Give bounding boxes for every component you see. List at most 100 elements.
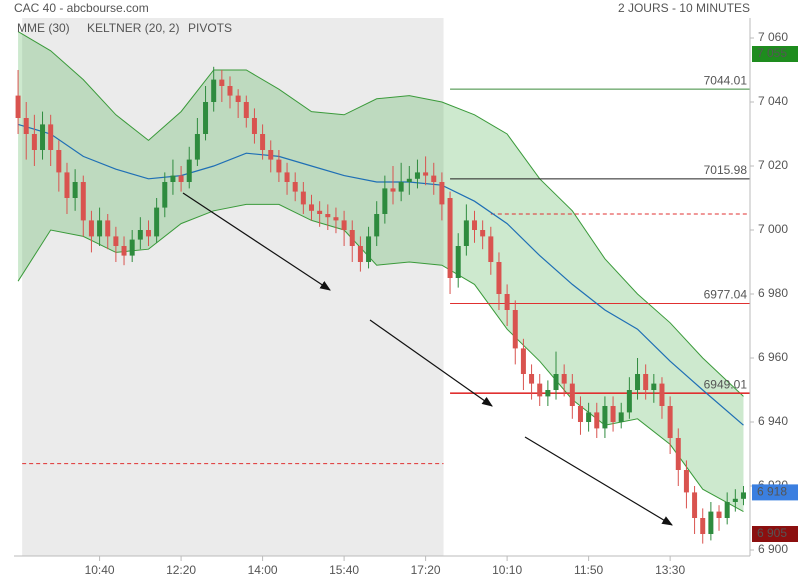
candle-body [414,172,420,179]
chart-title: CAC 40 - abcbourse.com [14,1,149,15]
price-badge-label: 7 055 [757,46,787,60]
candle-body [667,406,673,438]
arrow [182,192,331,291]
candle-body [88,220,94,237]
candle-body [561,374,567,384]
candle-body [659,383,665,406]
candle-body [194,134,200,160]
candle-body [292,182,298,192]
candle-body [545,390,551,397]
session-shade [22,18,444,556]
candle-body [692,492,698,518]
candle-body [308,204,314,211]
candle-body [219,79,225,86]
candle-body [594,412,600,429]
candle-body [154,207,160,237]
candle-body [439,182,445,205]
candle-body [529,374,535,384]
candle-body [284,172,290,182]
y-tick-label: 7 060 [758,30,788,44]
candle-body [675,438,681,470]
legend-entry: KELTNER (20, 2) [87,21,179,35]
candle-body [732,498,738,502]
y-tick-label: 7 020 [758,158,788,172]
candle-body [610,406,616,422]
candle-body [390,188,396,192]
price-badge [752,46,798,62]
price-badge-label: 6 905 [757,526,787,540]
candle-body [357,246,363,262]
pivot-label: 7044.01 [704,73,748,87]
candle-body [708,511,714,534]
candle-body [455,246,461,278]
x-tick-label: 10:10 [492,563,522,577]
candle-body [15,95,21,118]
y-tick-label: 6 900 [758,542,788,556]
candle-body [341,220,347,230]
candle-body [537,383,543,397]
candle-body [268,150,274,160]
pivot-label: 6949.01 [704,377,748,391]
candle-body [300,191,306,205]
candle-body [635,374,641,390]
candle-body [40,124,46,150]
candle-body [602,406,608,429]
candle-body [129,239,135,256]
y-tick-label: 7 040 [758,94,788,108]
candle-body [137,230,143,240]
arrow [369,319,493,407]
candle-body [170,175,176,182]
candle-body [651,383,657,390]
candle-body [374,214,380,237]
candle-body [203,102,209,134]
candle-body [504,294,510,310]
candle-body [243,102,249,118]
candle-body [251,118,257,134]
candle-body [162,182,168,208]
candle-body [333,217,339,221]
candle-body [235,95,241,102]
candle-body [586,412,592,422]
candle-body [683,470,689,493]
candle-body [496,262,502,294]
candle-body [325,214,331,218]
candle-body [56,150,62,173]
trend-arrows [182,192,673,526]
candle-body [23,118,29,134]
candle-body [423,172,429,176]
candle-body [569,383,575,406]
x-tick-label: 13:30 [655,563,685,577]
candle-body [97,220,103,237]
arrow [524,436,673,526]
candle-body [512,310,518,349]
candle-body [724,502,730,518]
candle-body [105,220,111,237]
chart-subtitle: 2 JOURS - 10 MINUTES [618,1,750,15]
candle-body [211,79,217,102]
candle-body [80,182,86,221]
candle-body [447,198,453,278]
candle-body [463,220,469,246]
candle-body [64,172,70,198]
pivot-label: 6977.04 [704,288,748,302]
candle-body [643,374,649,390]
candle-body [472,220,478,230]
x-tick-label: 12:20 [166,563,196,577]
candle-body [431,175,437,182]
keltner-lower [17,203,744,513]
x-tick-label: 14:00 [248,563,278,577]
legend-entry: MME (30) [17,21,70,35]
candle-body [227,86,233,96]
candle-body [700,518,706,534]
x-tick-label: 11:50 [574,563,603,577]
y-tick-label: 6 940 [758,414,788,428]
candle-body [178,175,184,182]
candle-body [382,188,388,214]
candle-body [716,511,722,518]
candle-body [366,236,372,262]
candle-body [488,236,494,262]
x-tick-label: 10:40 [85,563,115,577]
candle-body [398,182,404,192]
y-tick-label: 6 980 [758,286,788,300]
